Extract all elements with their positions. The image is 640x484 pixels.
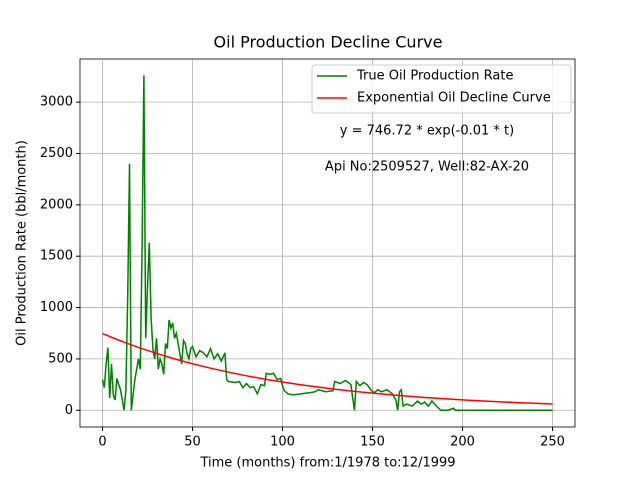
data-line — [101, 75, 553, 412]
legend-label: Exponential Oil Decline Curve — [357, 91, 551, 106]
y-tick-label: 500 — [48, 351, 73, 366]
axes-frame — [79, 58, 576, 428]
legend-box — [311, 64, 572, 114]
annotation: y = 746.72 * exp(-0.01 * t) — [340, 124, 514, 139]
x-tick-label: 200 — [450, 435, 475, 450]
y-tick-label: 3000 — [40, 95, 73, 110]
y-axis-label: Oil Production Rate (bbl/month) — [15, 140, 30, 346]
x-tick-label: 50 — [184, 435, 201, 450]
x-tick-label: 0 — [98, 435, 106, 450]
y-tick-label: 1000 — [40, 300, 73, 315]
chart-title: Oil Production Decline Curve — [214, 33, 443, 52]
data-line — [102, 332, 553, 405]
x-tick-label: 100 — [270, 435, 295, 450]
x-tick-label: 250 — [540, 435, 565, 450]
y-tick-label: 2500 — [40, 146, 73, 161]
y-tick-label: 0 — [65, 403, 73, 418]
x-tick-label: 150 — [360, 435, 385, 450]
y-tick-label: 2000 — [40, 197, 73, 212]
annotation: Api No:2509527, Well:82-AX-20 — [325, 160, 529, 175]
y-tick-label: 1500 — [40, 249, 73, 264]
legend-label: True Oil Production Rate — [356, 69, 513, 84]
x-axis-label: Time (months) from:1/1978 to:12/1999 — [199, 456, 455, 471]
